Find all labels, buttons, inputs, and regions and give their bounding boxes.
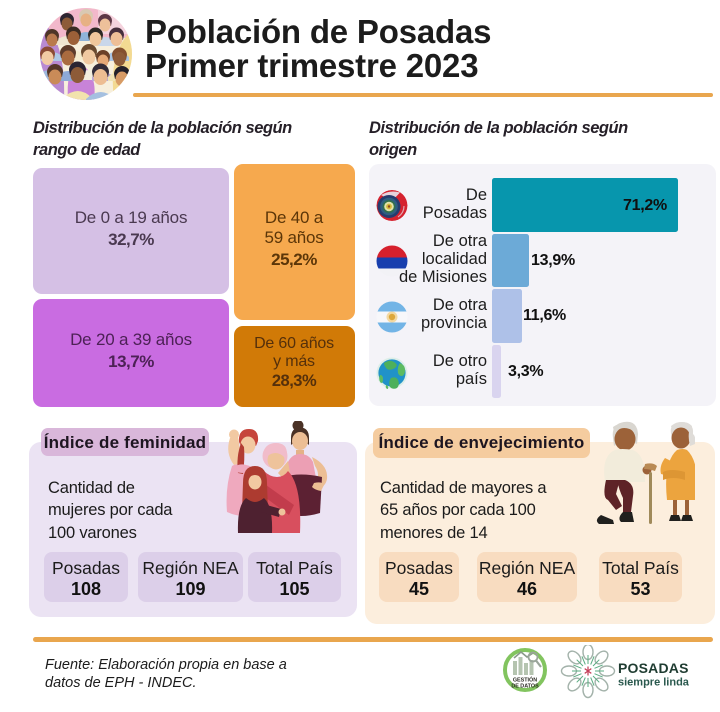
svg-text:DE DATOS: DE DATOS <box>511 684 539 690</box>
svg-text:POSADAS: POSADAS <box>618 660 689 676</box>
svg-text:siempre linda: siempre linda <box>618 677 690 689</box>
svg-text:GESTIÓN: GESTIÓN <box>513 676 537 684</box>
